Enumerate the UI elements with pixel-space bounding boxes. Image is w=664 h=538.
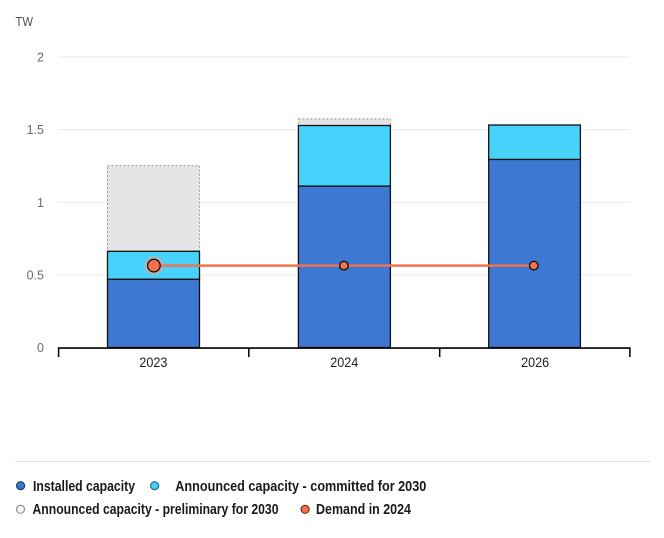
svg-text:TW: TW <box>16 15 34 29</box>
svg-text:2026: 2026 <box>521 355 549 370</box>
svg-text:0: 0 <box>37 341 44 355</box>
svg-text:1.5: 1.5 <box>27 123 44 137</box>
svg-text:Demand in 2024: Demand in 2024 <box>316 501 412 518</box>
svg-text:1: 1 <box>37 196 44 210</box>
svg-text:Announced capacity - committed: Announced capacity - committed for 2030 <box>175 478 426 495</box>
svg-text:0.5: 0.5 <box>27 268 44 282</box>
svg-text:2024: 2024 <box>330 355 358 370</box>
svg-text:2: 2 <box>37 51 44 65</box>
svg-text:Announced capacity - prelimina: Announced capacity - preliminary for 203… <box>33 501 279 518</box>
svg-text:Installed capacity: Installed capacity <box>33 478 136 495</box>
svg-text:2023: 2023 <box>139 355 167 370</box>
